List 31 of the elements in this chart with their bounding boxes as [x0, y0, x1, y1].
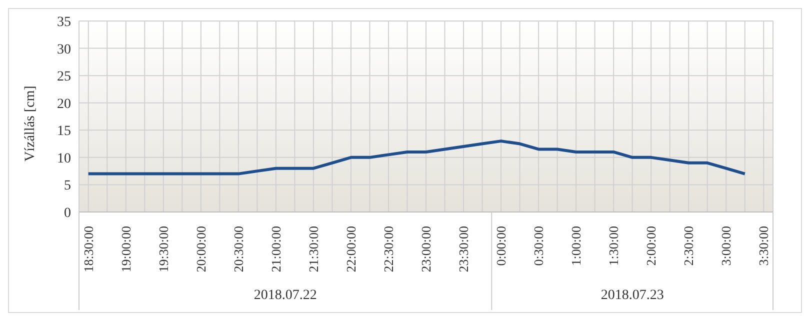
x-tick-label: 23:00:00 — [418, 226, 434, 272]
x-tick-label: 2:00:00 — [644, 226, 659, 266]
text: 2018.07.22 — [254, 288, 317, 303]
x-tick-label: 23:30:00 — [456, 226, 472, 272]
x-tick-label: 22:00:00 — [343, 226, 358, 272]
x-tick-label: 0:00:00 — [494, 226, 509, 266]
y-tick-label: 5 — [64, 178, 71, 194]
x-tick-label: 19:00:00 — [118, 226, 134, 272]
x-tick-label: 21:30:00 — [306, 226, 321, 272]
x-tick-label: 20:30:00 — [230, 226, 246, 272]
line-series — [86, 140, 746, 176]
x-tick-label: 22:30:00 — [380, 226, 396, 272]
x-tick-label: 18:30:00 — [80, 226, 96, 272]
x-tick-label: 0:30:00 — [531, 226, 546, 266]
y-tick-label: 30 — [57, 42, 71, 58]
x-tick-label: 21:00:00 — [268, 226, 284, 272]
y-tick-label: 15 — [57, 124, 71, 140]
y-tick-label: 20 — [57, 96, 71, 112]
y-axis-title: Vízállás [cm] — [22, 86, 38, 162]
x-tick-label: 3:30:00 — [756, 226, 772, 266]
x-tick-label: 1:00:00 — [568, 226, 584, 266]
text: 2018.07.23 — [600, 288, 664, 303]
x-tick-label: 2:30:00 — [681, 226, 696, 266]
y-tick-label: 35 — [57, 14, 71, 30]
y-tick-label: 25 — [57, 70, 71, 85]
y-tick-label: 10 — [57, 151, 71, 166]
x-tick-label: 19:30:00 — [156, 226, 171, 272]
y-tick-label: 0 — [64, 206, 71, 221]
x-tick-label: 1:30:00 — [606, 226, 622, 266]
x-tick-label: 3:00:00 — [718, 226, 734, 266]
x-tick-label: 20:00:00 — [193, 226, 208, 272]
